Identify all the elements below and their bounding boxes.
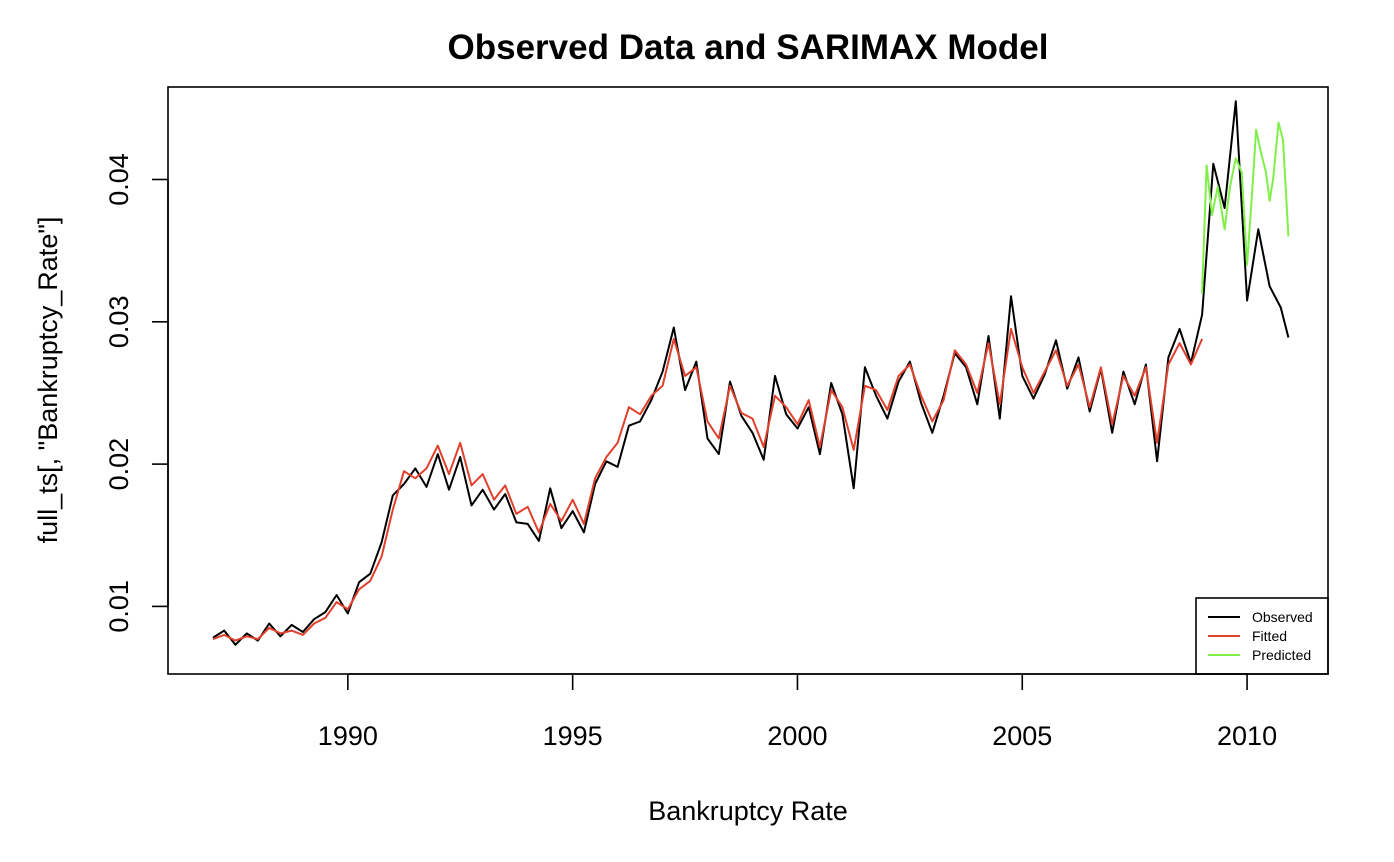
legend: Observed Fitted Predicted [1195,597,1329,675]
legend-label-fitted: Fitted [1252,628,1287,644]
x-tick-label: 1990 [318,721,378,751]
y-axis: 0.01 0.02 0.03 0.04 [104,153,169,633]
chart-title: Observed Data and SARIMAX Model [448,28,1049,67]
y-tick-label: 0.02 [104,438,134,491]
y-axis-label: full_ts[, "Bankruptcy_Rate"] [33,217,63,544]
x-tick-label: 2000 [767,721,827,751]
series-layer [212,100,1290,646]
legend-box [1195,597,1329,675]
y-tick-label: 0.04 [104,153,134,206]
legend-label-predicted: Predicted [1252,647,1311,663]
x-tick-label: 2005 [992,721,1052,751]
legend-label-observed: Observed [1252,609,1313,625]
x-tick-label: 2010 [1217,721,1277,751]
x-tick-label: 1995 [543,721,603,751]
x-axis-label: Bankruptcy Rate [648,796,848,826]
series-line-fitted [212,327,1204,642]
y-tick-label: 0.01 [104,580,134,633]
y-tick-label: 0.03 [104,296,134,349]
series-line-predicted [1201,121,1290,294]
x-axis: 1990 1995 2000 2005 2010 [318,673,1277,751]
series-line-observed [212,100,1290,646]
